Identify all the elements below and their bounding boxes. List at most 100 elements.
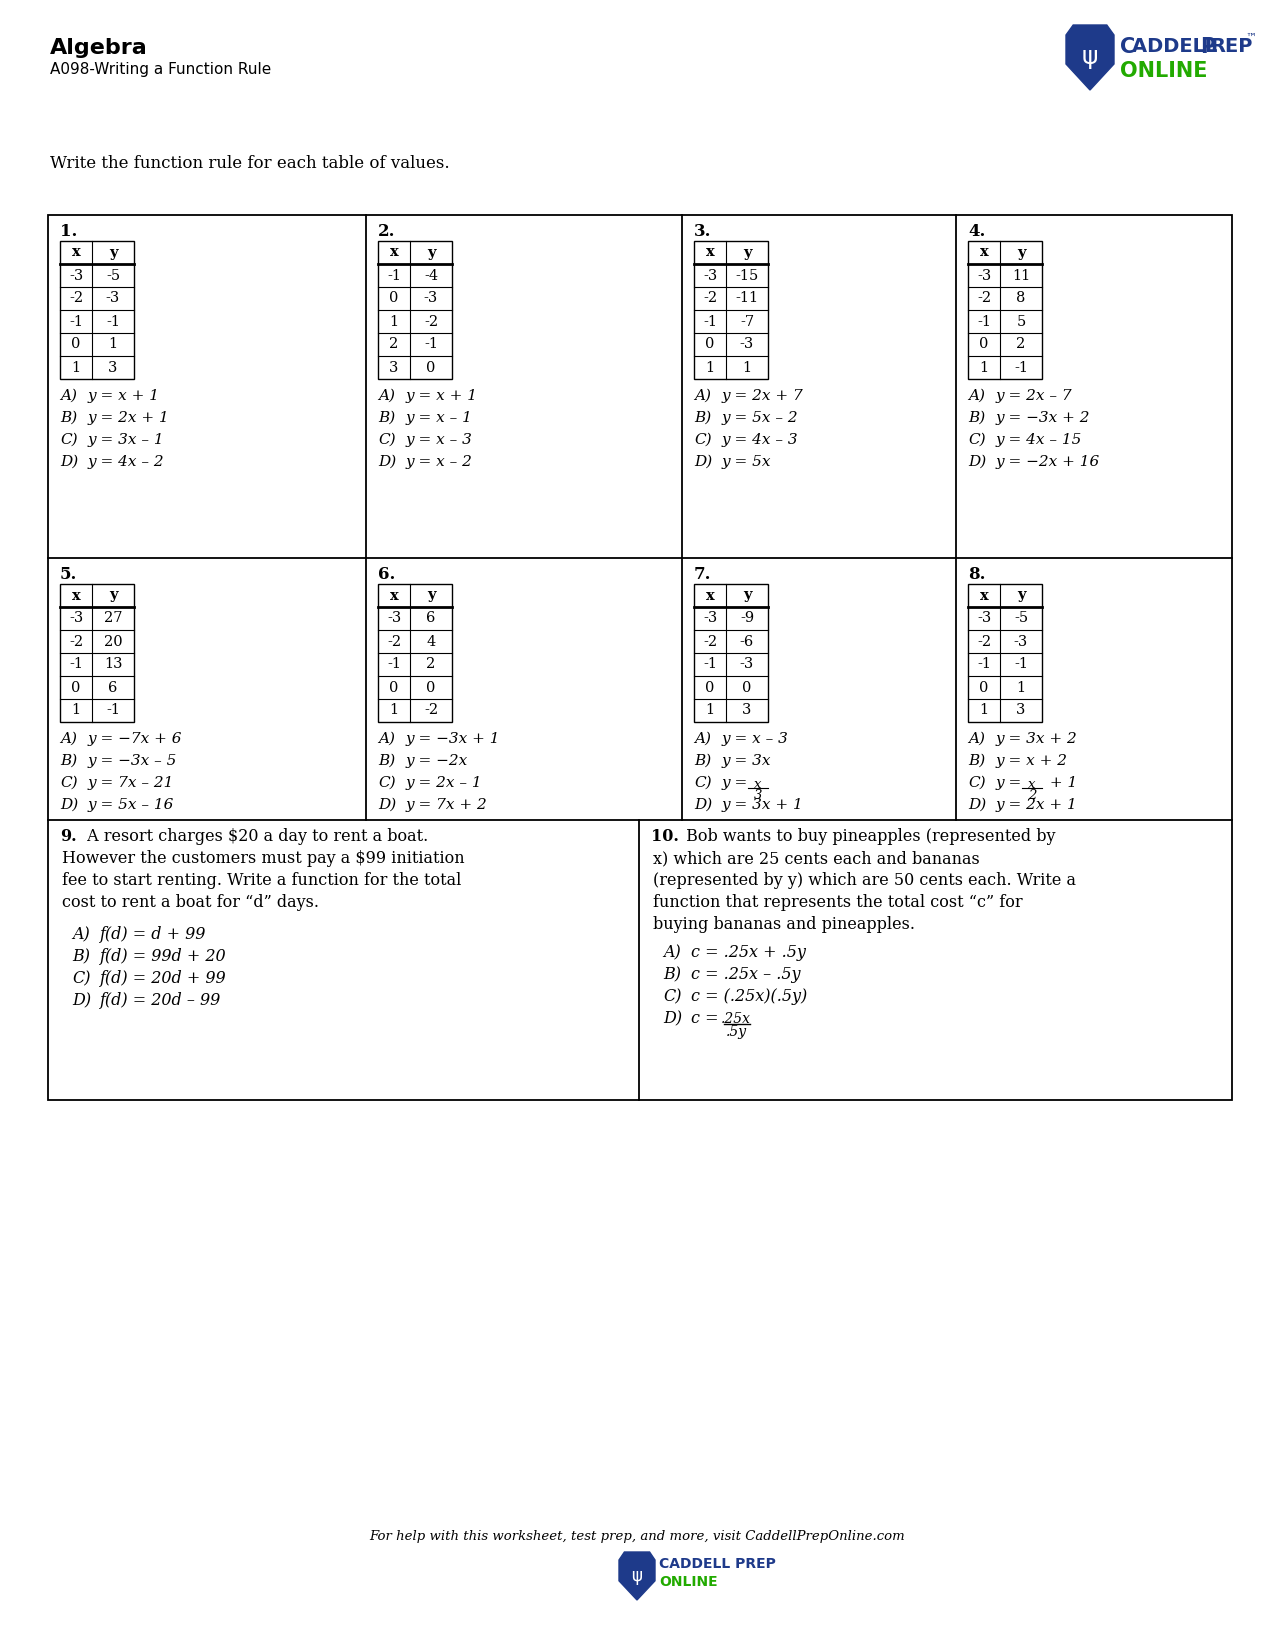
Text: 3: 3 xyxy=(1016,703,1025,718)
Text: B): B) xyxy=(694,411,711,424)
Text: f(d) = 20d + 99: f(d) = 20d + 99 xyxy=(99,971,227,987)
Text: 1: 1 xyxy=(705,360,714,375)
Text: D): D) xyxy=(663,1010,682,1027)
Text: x: x xyxy=(1028,778,1035,791)
Text: y = 2x – 1: y = 2x – 1 xyxy=(405,776,483,789)
Text: 0: 0 xyxy=(71,680,80,695)
Text: y: y xyxy=(743,246,751,259)
Text: x: x xyxy=(71,588,80,603)
Text: A): A) xyxy=(377,731,395,746)
Text: -3: -3 xyxy=(703,611,717,626)
Text: 5: 5 xyxy=(1016,314,1025,329)
Text: -2: -2 xyxy=(423,703,439,718)
Text: f(d) = d + 99: f(d) = d + 99 xyxy=(99,926,207,943)
Text: 1: 1 xyxy=(108,337,117,352)
Text: C): C) xyxy=(968,433,986,447)
Text: -3: -3 xyxy=(977,269,991,282)
Text: .25x: .25x xyxy=(720,1012,751,1025)
Text: 3: 3 xyxy=(108,360,117,375)
Text: .5y: .5y xyxy=(725,1025,747,1038)
Text: x: x xyxy=(390,588,398,603)
Text: 5.: 5. xyxy=(60,566,78,583)
Text: D): D) xyxy=(694,456,713,469)
Text: 0: 0 xyxy=(426,680,436,695)
Text: 4.: 4. xyxy=(968,223,986,239)
Text: C): C) xyxy=(694,776,711,789)
Text: -3: -3 xyxy=(69,611,83,626)
Text: y = 4x – 15: y = 4x – 15 xyxy=(996,433,1082,447)
Text: y = 2x + 1: y = 2x + 1 xyxy=(996,797,1077,812)
Text: -3: -3 xyxy=(1014,634,1028,649)
Text: ONLINE: ONLINE xyxy=(1119,61,1207,81)
Polygon shape xyxy=(618,1552,655,1600)
Text: D): D) xyxy=(60,456,78,469)
Bar xyxy=(377,584,453,721)
Text: -5: -5 xyxy=(1014,611,1028,626)
Text: 6: 6 xyxy=(108,680,117,695)
Text: x: x xyxy=(705,588,714,603)
Text: y = x – 2: y = x – 2 xyxy=(405,456,473,469)
Text: A): A) xyxy=(968,731,986,746)
Text: c = .25x + .5y: c = .25x + .5y xyxy=(691,944,806,961)
Text: x: x xyxy=(755,778,761,791)
Text: -1: -1 xyxy=(703,314,717,329)
Text: y: y xyxy=(1016,246,1025,259)
Text: B): B) xyxy=(663,966,681,982)
Text: 7.: 7. xyxy=(694,566,711,583)
Text: y = 7x – 21: y = 7x – 21 xyxy=(88,776,175,789)
Text: c = (.25x)(.5y): c = (.25x)(.5y) xyxy=(691,987,807,1005)
Text: -1: -1 xyxy=(388,657,402,672)
Text: x) which are 25 cents each and bananas: x) which are 25 cents each and bananas xyxy=(653,850,979,867)
Text: 6: 6 xyxy=(426,611,436,626)
Text: B): B) xyxy=(377,755,395,768)
Text: 0: 0 xyxy=(742,680,752,695)
Text: 1: 1 xyxy=(71,703,80,718)
Text: 0: 0 xyxy=(71,337,80,352)
Text: 0: 0 xyxy=(979,337,988,352)
Text: -1: -1 xyxy=(977,657,991,672)
Text: 3: 3 xyxy=(754,789,762,802)
Text: -7: -7 xyxy=(740,314,754,329)
Text: -1: -1 xyxy=(106,703,120,718)
Text: y: y xyxy=(108,246,117,259)
Text: y = −2x + 16: y = −2x + 16 xyxy=(996,456,1100,469)
Text: y = −3x + 2: y = −3x + 2 xyxy=(996,411,1090,424)
Text: -15: -15 xyxy=(736,269,759,282)
Text: -1: -1 xyxy=(106,314,120,329)
Text: 0: 0 xyxy=(979,680,988,695)
Text: 9.: 9. xyxy=(60,829,76,845)
Text: 1: 1 xyxy=(705,703,714,718)
Text: A resort charges $20 a day to rent a boat.: A resort charges $20 a day to rent a boa… xyxy=(82,829,428,845)
Text: x: x xyxy=(390,246,398,259)
Bar xyxy=(694,584,768,721)
Bar xyxy=(60,241,134,380)
Text: (represented by y) which are 50 cents each. Write a: (represented by y) which are 50 cents ea… xyxy=(653,872,1076,888)
Text: 8: 8 xyxy=(1016,292,1025,305)
Text: y = 5x – 16: y = 5x – 16 xyxy=(88,797,175,812)
Text: 3.: 3. xyxy=(694,223,711,239)
Text: ™: ™ xyxy=(1244,33,1256,43)
Text: y = x – 1: y = x – 1 xyxy=(405,411,473,424)
Text: 0: 0 xyxy=(705,680,715,695)
Text: y = −2x: y = −2x xyxy=(405,755,468,768)
Text: 8.: 8. xyxy=(968,566,986,583)
Text: -3: -3 xyxy=(740,657,754,672)
Text: A): A) xyxy=(694,390,711,403)
Bar xyxy=(968,241,1042,380)
Text: 13: 13 xyxy=(103,657,122,672)
Text: 20: 20 xyxy=(103,634,122,649)
Text: y = 2x – 7: y = 2x – 7 xyxy=(996,390,1072,403)
Text: ψ: ψ xyxy=(631,1567,643,1585)
Text: -2: -2 xyxy=(423,314,439,329)
Text: y = x + 2: y = x + 2 xyxy=(996,755,1068,768)
Text: + 1: + 1 xyxy=(1046,776,1077,789)
Text: -1: -1 xyxy=(388,269,402,282)
Text: -3: -3 xyxy=(106,292,120,305)
Text: y = −3x – 5: y = −3x – 5 xyxy=(88,755,177,768)
Text: B): B) xyxy=(377,411,395,424)
Text: y: y xyxy=(1016,588,1025,603)
Text: D): D) xyxy=(377,456,397,469)
Text: C): C) xyxy=(377,433,395,447)
Text: y = x – 3: y = x – 3 xyxy=(722,731,789,746)
Text: 2: 2 xyxy=(426,657,436,672)
